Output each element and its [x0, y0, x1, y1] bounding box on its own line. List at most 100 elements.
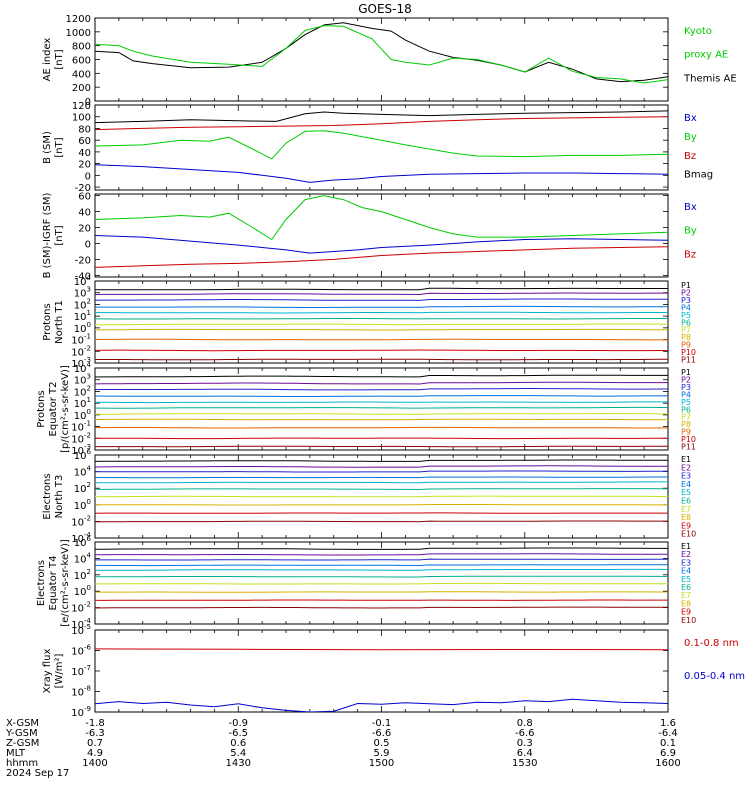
- y-axis-label: [nT]: [54, 49, 65, 69]
- y-tick-label: 0: [85, 97, 91, 108]
- legend-entry: E3: [681, 472, 691, 481]
- ephemeris-row-label: X-GSM: [6, 718, 39, 729]
- y-tick-label: 100: [74, 498, 91, 512]
- legend-entry: E5: [681, 488, 691, 497]
- legend-entry: P4: [681, 390, 691, 399]
- legend-entry: Themis AE: [683, 73, 737, 84]
- y-tick-label: 101: [74, 396, 91, 410]
- ephemeris-value: 1600: [655, 758, 680, 769]
- series-line-e8: [95, 591, 668, 593]
- series-line-0-05-0-4-nm: [95, 698, 668, 712]
- legend-entry: proxy AE: [684, 50, 728, 61]
- ephemeris-value: 1400: [82, 758, 107, 769]
- y-tick-label: 20: [78, 224, 91, 235]
- series-line-bmag: [95, 110, 668, 124]
- y-tick-label: 40: [78, 148, 91, 159]
- legend-entry: P8: [681, 333, 691, 342]
- y-tick-label: 1200: [66, 14, 91, 25]
- legend-entry: P4: [681, 303, 691, 312]
- ephemeris-table: X-GSM -1.8 -0.9 -0.1 0.8 1.6 Y-GSM -6.3 -6.5 -6.6…: [5, 718, 681, 769]
- y-tick-label: 600: [72, 56, 91, 67]
- series-line-e4: [95, 476, 668, 479]
- date-label: 2024 Sep 17: [6, 768, 69, 779]
- y-tick-label: 10-6: [71, 644, 91, 658]
- ephemeris-value: 1530: [512, 758, 537, 769]
- y-tick-label: 200: [72, 83, 91, 94]
- legend-entry: Bmag: [684, 170, 713, 181]
- y-tick-label: 400: [72, 69, 91, 80]
- legend-entry: P9: [681, 341, 691, 350]
- ephemeris-row-label: hhmm: [6, 758, 38, 769]
- series-line-e10: [95, 606, 668, 609]
- series-line-p7: [95, 413, 668, 415]
- y-tick-label: 10-9: [71, 705, 91, 719]
- series-line-bz: [95, 116, 668, 131]
- y-tick-label: 10-3: [71, 443, 91, 457]
- y-tick-label: 40: [78, 208, 91, 219]
- ephemeris-value: 0.7: [87, 738, 103, 749]
- series-line-e7: [95, 495, 668, 498]
- series-line-themis-ae: [95, 22, 668, 83]
- series-line-p2: [95, 292, 668, 296]
- legend-entry: By: [684, 226, 697, 237]
- legend-entry: P10: [681, 435, 696, 444]
- y-axis-label: [p/(cm²-s-sr-keV)]: [60, 365, 71, 453]
- legend-entry: 0.1-0.8 nm: [684, 638, 739, 649]
- series-line-p8: [95, 418, 668, 421]
- y-tick-label: 104: [74, 551, 92, 565]
- ephemeris-value: -1.8: [85, 718, 105, 729]
- ephemeris-value: 6.9: [660, 748, 676, 759]
- y-tick-label: 100: [74, 321, 91, 335]
- y-axis-label: Xray flux: [42, 649, 53, 694]
- legend-entry: P9: [681, 428, 691, 437]
- legend-entry: P2: [681, 375, 691, 384]
- legend-entry: E3: [681, 558, 691, 567]
- series-line-p1: [95, 374, 668, 378]
- series-line-kyoto-proxy-ae: [95, 25, 668, 84]
- y-tick-label: 0: [85, 171, 91, 182]
- y-axis-label: Equator T2: [48, 382, 59, 437]
- legend-entry: P5: [681, 311, 691, 320]
- series-line-p2: [95, 381, 668, 385]
- y-axis-label: AE index: [42, 38, 53, 82]
- legend-entry: E7: [681, 505, 691, 514]
- plot-title: GOES-18: [358, 2, 412, 16]
- series-line-p4: [95, 395, 668, 397]
- series-line-e1: [95, 459, 668, 462]
- series-line-bz: [95, 246, 668, 268]
- y-axis-label: Electrons: [36, 560, 47, 606]
- y-tick-label: 104: [74, 465, 92, 479]
- y-tick-label: 10-4: [71, 531, 91, 545]
- legend-entry: E1: [681, 455, 691, 464]
- legend-entry: P6: [681, 318, 691, 327]
- series-line-p6: [95, 318, 668, 320]
- y-axis-label: Protons: [36, 390, 47, 427]
- y-tick-label: 80: [78, 124, 91, 135]
- legend-entry: E10: [681, 616, 696, 625]
- ephemeris-row-label: Z-GSM: [6, 738, 39, 749]
- legend-entry: P11: [681, 443, 696, 452]
- legend-entry: E5: [681, 575, 691, 584]
- ephemeris-row-label: MLT: [6, 748, 26, 759]
- legend-entry: 0.05-0.4 nm: [684, 671, 745, 682]
- legend-entry: Bz: [684, 249, 696, 260]
- y-tick-label: 102: [74, 297, 91, 311]
- series-line-e2: [95, 553, 668, 556]
- legend-entry: P6: [681, 405, 691, 414]
- y-axis-label: North T1: [54, 300, 65, 344]
- y-axis-label: [W/m²]: [54, 653, 65, 688]
- y-tick-label: 101: [74, 309, 91, 323]
- chart-panel-7: 10-4 10-2 100 102 104 106 Electrons Equator T4[…: [36, 535, 696, 631]
- legend-entry: Bx: [684, 113, 697, 124]
- legend-entry: Bx: [684, 202, 697, 213]
- ephemeris-value: -6.6: [372, 728, 392, 739]
- series-line-p9: [95, 426, 668, 429]
- legend-entry: E4: [681, 480, 691, 489]
- legend-entry: E6: [681, 497, 691, 506]
- series-line-p3: [95, 388, 668, 391]
- y-tick-label: 100: [74, 584, 91, 598]
- series-line-p11: [95, 358, 668, 361]
- y-tick-label: 100: [74, 408, 91, 422]
